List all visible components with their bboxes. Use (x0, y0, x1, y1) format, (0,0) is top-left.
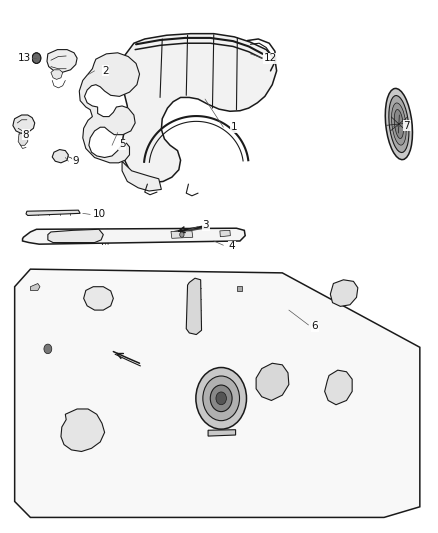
Polygon shape (330, 280, 358, 306)
Polygon shape (22, 228, 245, 244)
Ellipse shape (394, 110, 403, 139)
Polygon shape (14, 269, 420, 518)
Ellipse shape (389, 95, 409, 152)
Polygon shape (51, 70, 63, 79)
Polygon shape (61, 409, 105, 451)
Polygon shape (325, 370, 352, 405)
Circle shape (203, 376, 240, 421)
Text: 7: 7 (403, 120, 410, 131)
Polygon shape (13, 115, 35, 134)
Circle shape (180, 232, 184, 237)
Circle shape (196, 368, 247, 429)
Ellipse shape (385, 88, 413, 159)
Text: 8: 8 (23, 130, 29, 140)
Text: 10: 10 (92, 209, 106, 220)
Polygon shape (171, 231, 193, 238)
Polygon shape (208, 430, 236, 436)
Text: 1: 1 (231, 122, 237, 132)
Circle shape (44, 344, 52, 354)
Text: 4: 4 (229, 241, 235, 251)
Text: 5: 5 (119, 139, 125, 149)
Polygon shape (122, 161, 161, 191)
Text: 9: 9 (72, 156, 79, 166)
Polygon shape (30, 284, 40, 290)
Polygon shape (84, 287, 113, 310)
Text: 2: 2 (102, 66, 109, 76)
Circle shape (216, 392, 226, 405)
Circle shape (210, 385, 232, 411)
Polygon shape (220, 230, 230, 237)
Polygon shape (237, 286, 242, 292)
Polygon shape (48, 229, 103, 243)
Polygon shape (18, 134, 28, 146)
Text: 12: 12 (264, 53, 277, 63)
Polygon shape (26, 210, 80, 215)
Polygon shape (79, 53, 140, 163)
Polygon shape (186, 278, 201, 335)
Polygon shape (47, 50, 77, 72)
Polygon shape (52, 150, 68, 163)
Polygon shape (256, 364, 289, 400)
Circle shape (32, 53, 41, 63)
Text: 3: 3 (203, 220, 209, 230)
Text: 6: 6 (312, 321, 318, 331)
Ellipse shape (392, 103, 406, 145)
Polygon shape (107, 85, 120, 94)
Text: 13: 13 (18, 53, 32, 63)
Polygon shape (122, 34, 277, 182)
